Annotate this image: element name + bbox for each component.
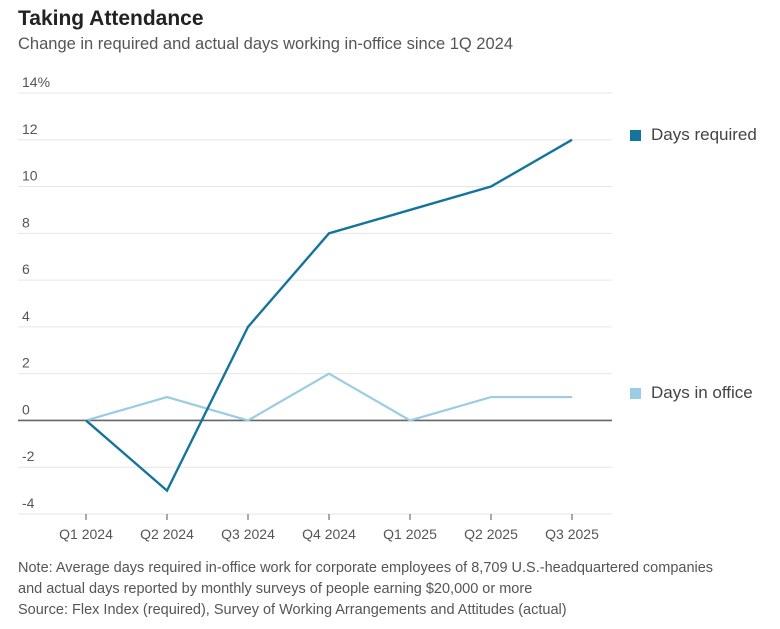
y-tick-label: 14% xyxy=(22,74,50,90)
chart-subtitle: Change in required and actual days worki… xyxy=(18,35,513,53)
x-tick-label: Q4 2024 xyxy=(302,526,356,542)
y-tick-label: 0 xyxy=(22,401,30,417)
series-line-days-required xyxy=(85,138,573,493)
legend-days-in-office: Days in office xyxy=(630,383,753,403)
y-tick-label: 12 xyxy=(22,121,38,137)
y-axis-ticks: 14% 12 10 8 6 4 2 0 -2 -4 xyxy=(22,74,50,511)
y-tick-label: 10 xyxy=(22,168,38,184)
chart-notes: Note: Average days required in-office wo… xyxy=(18,558,713,621)
y-tick-label: -2 xyxy=(22,448,35,464)
y-tick-label: 4 xyxy=(22,308,30,324)
x-axis: Q1 2024 Q2 2024 Q3 2024 Q4 2024 Q1 2025 Q2 20… xyxy=(59,514,599,542)
y-tick-label: -4 xyxy=(22,495,35,511)
series-lines xyxy=(85,138,573,493)
x-tick-label: Q1 2025 xyxy=(383,526,437,542)
x-tick-label: Q1 2024 xyxy=(59,526,113,542)
y-tick-label: 6 xyxy=(22,261,30,277)
gridlines xyxy=(18,92,612,515)
legend-label-days-in-office: Days in office xyxy=(651,383,753,402)
legend-swatch-days-required xyxy=(630,129,641,141)
x-tick-label: Q3 2025 xyxy=(545,526,599,542)
chart-title: Taking Attendance xyxy=(18,7,204,30)
x-tick-label: Q2 2024 xyxy=(140,526,194,542)
legend-swatch-days-in-office xyxy=(630,387,641,399)
legend-days-required: Days required xyxy=(630,125,757,145)
note-line-2: and actual days reported by monthly surv… xyxy=(18,581,533,597)
series-line-days-in-office xyxy=(85,372,572,422)
y-tick-label: 8 xyxy=(22,214,30,230)
source-line: Source: Flex Index (required), Survey of… xyxy=(18,602,567,618)
legend-label-days-required: Days required xyxy=(651,125,757,144)
y-tick-label: 2 xyxy=(22,355,30,371)
x-tick-label: Q2 2025 xyxy=(464,526,518,542)
note-line-1: Note: Average days required in-office wo… xyxy=(18,560,714,576)
x-tick-label: Q3 2024 xyxy=(221,526,275,542)
